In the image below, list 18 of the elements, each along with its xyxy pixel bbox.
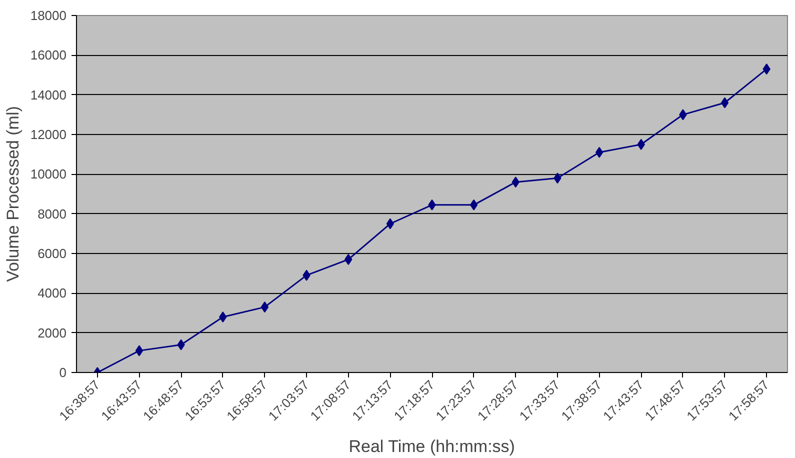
y-tick-label: 18000 — [30, 8, 67, 23]
x-axis-title: Real Time (hh:mm:ss) — [348, 436, 515, 456]
y-tick-label: 4000 — [38, 286, 66, 301]
y-tick-label: 8000 — [38, 206, 66, 222]
point — [260, 302, 269, 313]
y-tick-label: 10000 — [30, 166, 67, 182]
y-tick-label: 2000 — [38, 325, 66, 340]
y-tick-label: 0 — [59, 365, 67, 380]
y-tick-label: 16000 — [30, 48, 67, 63]
point — [386, 218, 394, 230]
point — [135, 345, 144, 356]
y-tick-label: 14000 — [30, 87, 67, 102]
y-tick-label: 6000 — [38, 246, 66, 261]
y-tick-label: 12000 — [30, 127, 67, 142]
point — [720, 97, 729, 108]
y-axis-title: Volume Processed (ml) — [3, 106, 22, 282]
point — [470, 199, 478, 210]
point — [595, 146, 604, 158]
